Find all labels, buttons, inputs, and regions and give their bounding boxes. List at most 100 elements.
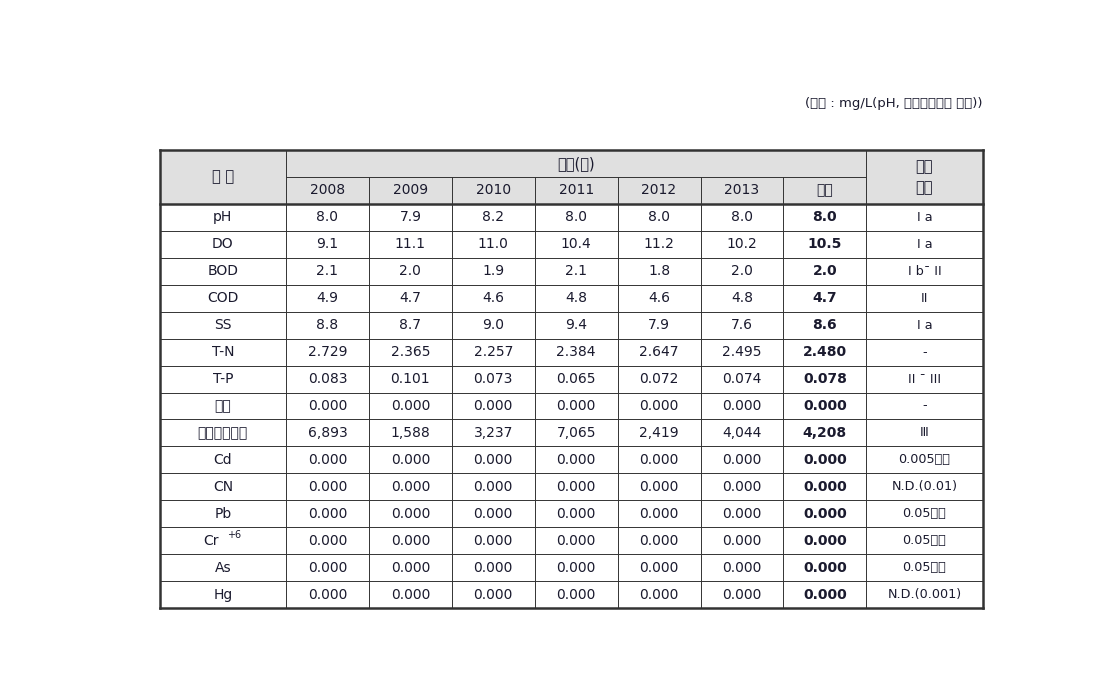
Text: pH: pH (213, 210, 232, 224)
Text: 0.000: 0.000 (722, 480, 762, 494)
Text: 8.0: 8.0 (731, 210, 753, 224)
Text: 0.000: 0.000 (390, 453, 430, 467)
Text: 2.495: 2.495 (722, 345, 762, 359)
Text: 4.7: 4.7 (399, 291, 421, 305)
Text: 1.8: 1.8 (648, 264, 670, 278)
Text: 2.0: 2.0 (813, 264, 837, 278)
Text: 0.073: 0.073 (473, 372, 513, 386)
Text: 4.6: 4.6 (648, 291, 670, 305)
Text: 2.365: 2.365 (390, 345, 430, 359)
Text: 2009: 2009 (393, 183, 428, 198)
Text: 0.000: 0.000 (722, 399, 762, 413)
Text: 8.8: 8.8 (316, 318, 338, 332)
Text: 0.000: 0.000 (556, 480, 596, 494)
Text: 0.000: 0.000 (803, 534, 847, 548)
Text: DO: DO (212, 237, 233, 251)
Text: T-P: T-P (212, 372, 233, 386)
Text: II ¯ III: II ¯ III (908, 373, 941, 386)
Text: 2.384: 2.384 (556, 345, 596, 359)
Text: 0.000: 0.000 (556, 561, 596, 575)
Text: 0.000: 0.000 (556, 399, 596, 413)
Text: 0.000: 0.000 (473, 507, 513, 520)
Text: 평균: 평균 (816, 183, 833, 198)
Text: 0.05이하: 0.05이하 (902, 561, 947, 574)
Text: I a: I a (917, 211, 932, 224)
Text: 0.000: 0.000 (722, 453, 762, 467)
Bar (159, 177, 982, 204)
Text: (단위 : mg/L(pH, 총대장균군수 제외)): (단위 : mg/L(pH, 총대장균군수 제외)) (805, 96, 982, 110)
Text: 8.0: 8.0 (316, 210, 338, 224)
Text: 0.000: 0.000 (722, 561, 762, 575)
Text: 연도(년): 연도(년) (557, 156, 595, 171)
Text: 11.1: 11.1 (395, 237, 426, 251)
Text: 2.0: 2.0 (399, 264, 421, 278)
Text: 0.000: 0.000 (803, 561, 847, 575)
Text: 4,208: 4,208 (803, 426, 847, 440)
Text: 0.000: 0.000 (390, 588, 430, 602)
Text: 0.000: 0.000 (473, 399, 513, 413)
Text: 0.000: 0.000 (390, 507, 430, 520)
Text: 1,588: 1,588 (390, 426, 430, 440)
Text: 4.7: 4.7 (813, 291, 837, 305)
Text: 2012: 2012 (641, 183, 677, 198)
Text: I a: I a (917, 319, 932, 332)
Text: 4.8: 4.8 (731, 291, 753, 305)
Text: 0.000: 0.000 (473, 534, 513, 548)
Text: 2.1: 2.1 (565, 264, 587, 278)
Text: 0.000: 0.000 (307, 561, 347, 575)
Text: 0.000: 0.000 (556, 534, 596, 548)
Text: 8.6: 8.6 (813, 318, 837, 332)
Text: 0.000: 0.000 (639, 507, 679, 520)
Text: 0.000: 0.000 (722, 507, 762, 520)
Text: 0.065: 0.065 (556, 372, 596, 386)
Text: I b¯ II: I b¯ II (908, 265, 941, 278)
Text: 0.000: 0.000 (307, 453, 347, 467)
Text: N.D.(0.01): N.D.(0.01) (891, 480, 958, 493)
Text: Pb: Pb (215, 507, 231, 520)
Text: 환경
기준: 환경 기준 (916, 159, 933, 195)
Text: 0.000: 0.000 (473, 453, 513, 467)
Text: 0.005이하: 0.005이하 (898, 453, 950, 466)
Text: 0.000: 0.000 (390, 480, 430, 494)
Text: 7.9: 7.9 (399, 210, 421, 224)
Text: 3,237: 3,237 (473, 426, 513, 440)
Text: 8.7: 8.7 (399, 318, 421, 332)
Text: 0.000: 0.000 (639, 588, 679, 602)
Text: 0.000: 0.000 (639, 480, 679, 494)
Text: 8.0: 8.0 (648, 210, 670, 224)
Text: 0.000: 0.000 (307, 507, 347, 520)
Text: 2.0: 2.0 (731, 264, 753, 278)
Text: As: As (215, 561, 231, 575)
Text: -: - (922, 346, 927, 359)
Text: 0.000: 0.000 (307, 399, 347, 413)
Text: 9.0: 9.0 (482, 318, 504, 332)
Text: 4.6: 4.6 (482, 291, 504, 305)
Text: 0.000: 0.000 (307, 480, 347, 494)
Text: 총대장균균수: 총대장균균수 (198, 426, 248, 440)
Text: 2.729: 2.729 (307, 345, 347, 359)
Text: 0.000: 0.000 (639, 399, 679, 413)
Text: 0.000: 0.000 (722, 534, 762, 548)
Text: 0.000: 0.000 (556, 507, 596, 520)
Text: 2.257: 2.257 (473, 345, 513, 359)
Text: 0.000: 0.000 (473, 588, 513, 602)
Text: 7.6: 7.6 (731, 318, 753, 332)
Text: 2011: 2011 (559, 183, 594, 198)
Text: 2008: 2008 (310, 183, 345, 198)
Text: II: II (920, 291, 928, 305)
Text: 7.9: 7.9 (648, 318, 670, 332)
Text: 8.0: 8.0 (813, 210, 837, 224)
Text: 10.5: 10.5 (807, 237, 842, 251)
Text: 2010: 2010 (476, 183, 511, 198)
Text: T-N: T-N (211, 345, 234, 359)
Text: 7,065: 7,065 (556, 426, 596, 440)
Text: 4,044: 4,044 (722, 426, 762, 440)
Text: Cd: Cd (213, 453, 232, 467)
Text: BOD: BOD (207, 264, 239, 278)
Text: 페놀: 페놀 (215, 399, 231, 413)
Text: 11.2: 11.2 (644, 237, 675, 251)
Text: 8.2: 8.2 (482, 210, 504, 224)
Text: 구 분: 구 분 (211, 169, 234, 185)
Text: 9.1: 9.1 (316, 237, 338, 251)
Text: 0.101: 0.101 (390, 372, 430, 386)
